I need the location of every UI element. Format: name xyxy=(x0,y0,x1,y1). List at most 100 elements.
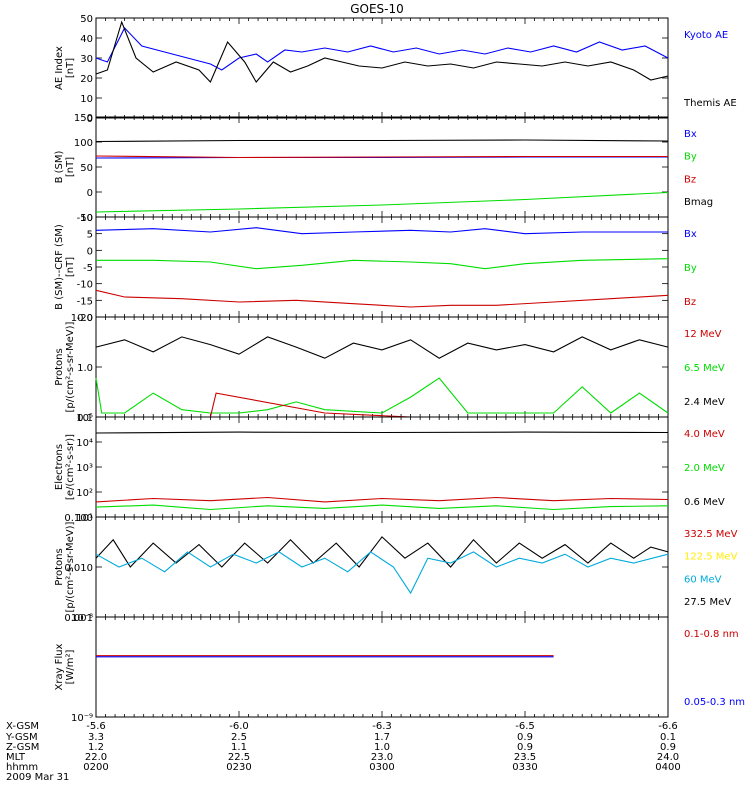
legend-label: 2.0 MeV xyxy=(684,463,725,474)
y-tick-label: 10⁻⁸ xyxy=(71,613,93,624)
ephemeris-row-label: Z-GSM xyxy=(6,742,39,753)
y-tick-label: 10³ xyxy=(76,463,93,474)
legend-label: Bz xyxy=(684,174,696,185)
series-line-4-0-mev xyxy=(95,496,669,503)
x-tick-label: 0.9 xyxy=(660,742,676,753)
series-line-bmag xyxy=(95,139,669,143)
y-tick-label: 0 xyxy=(87,114,93,125)
series-line-bz xyxy=(95,155,668,159)
y-tick-label: 10⁴ xyxy=(76,438,93,449)
y-tick-label: 0 xyxy=(87,246,93,257)
series-line-0-6-mev xyxy=(95,431,669,434)
x-tick-label: 24.0 xyxy=(657,752,679,763)
y-tick-label: 0.1 xyxy=(77,413,93,424)
y-axis-label: AE Index xyxy=(54,46,65,90)
panel-frame xyxy=(95,616,669,718)
panel-frame xyxy=(95,516,669,618)
y-tick-label: 0.001 xyxy=(64,613,93,624)
x-tick-label: 3.3 xyxy=(88,732,104,743)
y-tick-label: 10⁻⁹ xyxy=(71,713,93,724)
series-line-by xyxy=(95,191,669,213)
x-tick-label: 23.0 xyxy=(371,752,393,763)
panel-frame xyxy=(95,316,669,418)
x-tick-label: 0330 xyxy=(512,762,537,773)
y-tick-label: 10⁵ xyxy=(76,413,93,424)
legend-label: 27.5 MeV xyxy=(684,597,731,608)
x-tick-label: -6.3 xyxy=(372,721,392,732)
y-tick-label: 1.0 xyxy=(77,363,93,374)
ephemeris-row-label: Y-GSM xyxy=(5,732,38,743)
y-axis-label: [nT] xyxy=(65,257,76,277)
y-tick-label: -5 xyxy=(83,263,93,274)
y-tick-label: 10 xyxy=(80,213,93,224)
legend-label: Themis AE xyxy=(683,98,737,109)
series-line-bz xyxy=(95,289,669,308)
y-tick-label: 100 xyxy=(74,138,93,149)
y-tick-label: 30 xyxy=(80,54,93,65)
y-axis-label: Protons xyxy=(54,348,65,385)
y-tick-label: 5 xyxy=(87,230,93,241)
y-axis-label: [nT] xyxy=(65,58,76,78)
legend-label: By xyxy=(684,152,697,163)
series-line-themis-ae xyxy=(95,20,669,83)
y-tick-label: 150 xyxy=(74,113,93,124)
series-line-27-5-mev xyxy=(95,536,669,568)
x-tick-label: 22.0 xyxy=(85,752,107,763)
y-tick-label: -15 xyxy=(77,296,93,307)
chart-title: GOES-10 xyxy=(350,2,404,16)
y-tick-label: 10 xyxy=(80,94,93,105)
y-tick-label: 10² xyxy=(76,488,93,499)
y-tick-label: 50 xyxy=(80,163,93,174)
series-line-2-4-mev xyxy=(95,336,669,359)
legend-label: 0.6 MeV xyxy=(684,497,725,508)
y-tick-label: 40 xyxy=(80,34,93,45)
x-tick-label: 23.5 xyxy=(514,752,536,763)
legend-label: Bx xyxy=(684,229,697,240)
legend-label: 2.4 MeV xyxy=(684,397,725,408)
x-tick-label: 0.1 xyxy=(660,732,676,743)
x-tick-label: 1.2 xyxy=(88,742,104,753)
legend-label: 6.5 MeV xyxy=(684,363,725,374)
y-axis-label: [e/(cm²-s-sr)] xyxy=(65,434,76,500)
ephemeris-row-label: hhmm xyxy=(6,762,38,773)
y-tick-label: 20 xyxy=(80,74,93,85)
y-axis-label: [p/(cm²-s-sr-MeV)] xyxy=(65,321,76,412)
legend-label: By xyxy=(684,263,697,274)
y-tick-label: 50 xyxy=(80,14,93,25)
legend-label: 332.5 MeV xyxy=(684,529,738,540)
y-axis-label: Xray Flux xyxy=(54,643,65,690)
legend-label: 12 MeV xyxy=(684,329,722,340)
legend-label: 4.0 MeV xyxy=(684,429,725,440)
x-tick-label: 1.1 xyxy=(231,742,247,753)
y-tick-label: -10 xyxy=(77,280,93,291)
series-line-60-mev xyxy=(95,551,669,595)
ephemeris-row-label: MLT xyxy=(6,752,26,763)
y-tick-label: 0.010 xyxy=(64,563,93,574)
x-tick-label: 2.5 xyxy=(231,732,247,743)
series-line-by xyxy=(96,258,669,270)
legend-label: Bmag xyxy=(684,197,713,208)
x-tick-label: 0400 xyxy=(655,762,680,773)
x-tick-label: -6.5 xyxy=(515,721,535,732)
x-tick-label: 0230 xyxy=(226,762,251,773)
series-line-kyoto-ae xyxy=(95,27,669,71)
y-axis-label: [W/m²] xyxy=(65,649,76,684)
y-tick-label: 0 xyxy=(87,188,93,199)
x-tick-label: 0300 xyxy=(369,762,394,773)
y-tick-label: 0.100 xyxy=(64,513,93,524)
y-axis-label: Protons xyxy=(54,548,65,585)
series-line-bx xyxy=(95,227,668,235)
x-tick-label: 0200 xyxy=(83,762,108,773)
ephemeris-row-label: X-GSM xyxy=(6,721,39,732)
x-tick-label: 1.7 xyxy=(374,732,390,743)
legend-label: 0.05-0.3 nm xyxy=(684,697,745,708)
x-tick-label: -5.6 xyxy=(86,721,106,732)
x-tick-label: 1.0 xyxy=(374,742,390,753)
x-tick-label: 0.9 xyxy=(517,742,533,753)
series-line-12-mev xyxy=(209,392,640,418)
y-tick-label: 10¹ xyxy=(76,513,93,524)
legend-label: 0.1-0.8 nm xyxy=(684,629,739,640)
legend-label: 60 MeV xyxy=(684,574,722,585)
y-axis-label: B (SM)--CRF (SM) xyxy=(54,224,65,310)
legend-label: Kyoto AE xyxy=(684,30,728,41)
